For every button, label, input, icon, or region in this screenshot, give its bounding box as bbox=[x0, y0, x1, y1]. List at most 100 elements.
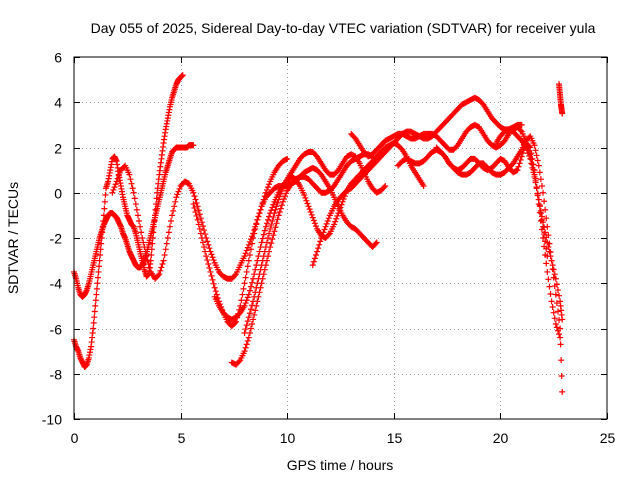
data-point bbox=[239, 291, 246, 298]
data-point bbox=[536, 169, 543, 176]
data-point bbox=[201, 227, 208, 234]
chart-title: Day 055 of 2025, Sidereal Day-to-day VTE… bbox=[91, 20, 596, 36]
data-point bbox=[273, 220, 280, 227]
data-point bbox=[307, 208, 314, 215]
data-point bbox=[256, 248, 263, 255]
data-point bbox=[420, 182, 427, 189]
data-point bbox=[556, 331, 563, 338]
data-point bbox=[339, 198, 346, 205]
data-point bbox=[272, 206, 279, 213]
data-point bbox=[247, 283, 254, 290]
data-point bbox=[179, 72, 186, 79]
series-track-12 bbox=[493, 126, 566, 323]
data-point bbox=[242, 250, 249, 257]
data-point bbox=[557, 334, 564, 341]
data-point bbox=[538, 213, 545, 220]
data-point bbox=[312, 223, 319, 230]
data-point bbox=[323, 220, 330, 227]
data-point bbox=[143, 253, 150, 260]
data-point bbox=[169, 212, 176, 219]
data-point bbox=[155, 272, 162, 279]
x-tick-label: 25 bbox=[600, 430, 616, 446]
data-point bbox=[263, 186, 270, 193]
data-point bbox=[247, 325, 254, 332]
data-point bbox=[254, 280, 261, 287]
data-point bbox=[197, 215, 204, 222]
data-point bbox=[244, 244, 251, 251]
data-point bbox=[205, 261, 212, 268]
data-point bbox=[302, 194, 309, 201]
data-point bbox=[136, 218, 143, 225]
data-point bbox=[157, 267, 164, 274]
data-point bbox=[544, 268, 551, 275]
data-point bbox=[275, 196, 282, 203]
data-point bbox=[559, 110, 566, 117]
data-point bbox=[260, 231, 267, 238]
data-point bbox=[335, 210, 342, 217]
data-point bbox=[558, 357, 565, 364]
data-point bbox=[195, 221, 202, 228]
data-point bbox=[210, 257, 217, 264]
data-point bbox=[251, 271, 258, 278]
data-point bbox=[278, 188, 285, 195]
y-tick-label: -10 bbox=[42, 412, 62, 428]
data-point bbox=[550, 309, 557, 316]
y-tick-label: -8 bbox=[50, 367, 63, 383]
data-point bbox=[534, 190, 541, 197]
data-point bbox=[552, 291, 559, 298]
data-point bbox=[559, 316, 566, 323]
data-point bbox=[130, 189, 137, 196]
data-point bbox=[373, 239, 380, 246]
data-point bbox=[173, 194, 180, 201]
data-point bbox=[325, 215, 332, 222]
data-point bbox=[324, 218, 331, 225]
data-point bbox=[279, 198, 286, 205]
data-point bbox=[94, 274, 101, 281]
data-point bbox=[276, 208, 283, 215]
data-point bbox=[515, 163, 522, 170]
data-point bbox=[206, 264, 213, 271]
data-point bbox=[245, 291, 252, 298]
data-point bbox=[331, 221, 338, 228]
x-tick-label: 15 bbox=[387, 430, 403, 446]
data-point bbox=[547, 290, 554, 297]
data-point bbox=[543, 234, 550, 241]
data-point bbox=[160, 257, 167, 264]
data-point bbox=[517, 156, 524, 163]
data-point bbox=[535, 196, 542, 203]
data-point bbox=[244, 294, 251, 301]
data-point bbox=[231, 272, 238, 279]
data-point bbox=[90, 325, 97, 332]
data-point bbox=[250, 298, 257, 305]
series-track-7 bbox=[241, 139, 427, 337]
data-point bbox=[209, 254, 216, 261]
data-point bbox=[190, 189, 197, 196]
data-point bbox=[553, 324, 560, 331]
data-point bbox=[540, 189, 547, 196]
data-point bbox=[271, 210, 278, 217]
data-point bbox=[208, 272, 215, 279]
data-point bbox=[304, 200, 311, 207]
data-point bbox=[242, 274, 249, 281]
data-point bbox=[551, 271, 558, 278]
data-point bbox=[541, 198, 548, 205]
data-point bbox=[309, 262, 316, 269]
data-point bbox=[158, 264, 165, 271]
data-point bbox=[145, 261, 152, 268]
data-point bbox=[553, 300, 560, 307]
data-point bbox=[192, 196, 199, 203]
data-point bbox=[254, 257, 261, 264]
data-point bbox=[202, 248, 209, 255]
data-point bbox=[246, 310, 253, 317]
data-point bbox=[266, 181, 273, 188]
data-point bbox=[278, 202, 285, 209]
y-tick-label: -2 bbox=[50, 231, 63, 247]
data-point bbox=[92, 297, 99, 304]
data-point bbox=[252, 225, 259, 232]
data-point bbox=[274, 199, 281, 206]
data-point bbox=[245, 334, 252, 341]
data-point bbox=[212, 288, 219, 295]
data-point bbox=[96, 263, 103, 270]
data-point bbox=[209, 276, 216, 283]
data-point bbox=[549, 304, 556, 311]
